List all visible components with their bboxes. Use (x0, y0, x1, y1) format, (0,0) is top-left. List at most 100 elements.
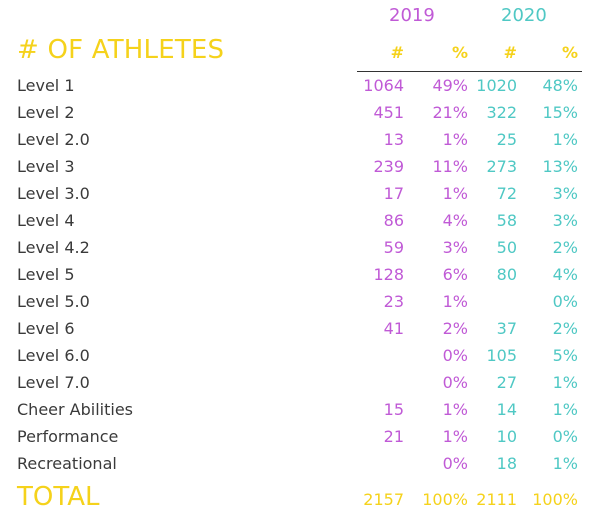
table-row: Level 6.0 0% 105 5% (0, 342, 595, 369)
percent-2020: 2% (552, 238, 578, 257)
row-label: Level 5.0 (17, 292, 90, 311)
row-label: Performance (17, 427, 119, 446)
table-row: Level 6 41 2% 37 2% (0, 315, 595, 342)
row-label: Level 1 (17, 76, 75, 95)
table-row: Level 4.2 59 3% 50 2% (0, 234, 595, 261)
count-2019: 23 (383, 292, 404, 311)
percent-2019: 1% (442, 130, 468, 149)
count-2019: 1064 (363, 76, 404, 95)
count-2019: 13 (383, 130, 404, 149)
count-2019: 15 (383, 400, 404, 419)
count-2019: 128 (373, 265, 404, 284)
total-label: TOTAL (17, 482, 100, 512)
percent-2020: 3% (552, 211, 578, 230)
percent-2020: 1% (552, 130, 578, 149)
table-row: Level 5.0 23 1% 0% (0, 288, 595, 315)
table-row: Cheer Abilities 15 1% 14 1% (0, 396, 595, 423)
total-percent-2019: 100% (422, 490, 468, 509)
percent-2019: 1% (442, 400, 468, 419)
row-label: Level 7.0 (17, 373, 90, 392)
row-label: Level 3 (17, 157, 75, 176)
col-header-count-2020: # (503, 43, 517, 62)
table-row: Level 1 1064 49% 1020 48% (0, 72, 595, 99)
row-label: Level 6 (17, 319, 75, 338)
total-percent-2020: 100% (532, 490, 578, 509)
table-row: Level 3.0 17 1% 72 3% (0, 180, 595, 207)
row-label: Level 5 (17, 265, 75, 284)
percent-2020: 1% (552, 373, 578, 392)
table-row: Level 3 239 11% 273 13% (0, 153, 595, 180)
percent-2019: 2% (442, 319, 468, 338)
count-2019: 59 (383, 238, 404, 257)
row-label: Cheer Abilities (17, 400, 133, 419)
percent-2019: 1% (442, 184, 468, 203)
count-2019: 17 (383, 184, 404, 203)
count-2020: 58 (496, 211, 517, 230)
count-2020: 27 (496, 373, 517, 392)
table-row: Level 4 86 4% 58 3% (0, 207, 595, 234)
col-header-percent-2020: % (561, 43, 578, 62)
count-2019: 86 (383, 211, 404, 230)
count-2020: 322 (486, 103, 517, 122)
count-2020: 273 (486, 157, 517, 176)
count-2019: 239 (373, 157, 404, 176)
percent-2019: 49% (432, 76, 468, 95)
count-2020: 105 (486, 346, 517, 365)
total-row: 2157 100% 2111 100% (0, 486, 595, 513)
count-2020: 25 (496, 130, 517, 149)
count-2020: 72 (496, 184, 517, 203)
total-count-2019: 2157 (363, 490, 404, 509)
count-2020: 10 (496, 427, 517, 446)
percent-2020: 5% (552, 346, 578, 365)
count-2019: 21 (383, 427, 404, 446)
percent-2020: 1% (552, 454, 578, 473)
row-label: Level 4 (17, 211, 75, 230)
total-count-2020: 2111 (476, 490, 517, 509)
table-row: Level 2.0 13 1% 25 1% (0, 126, 595, 153)
count-2020: 80 (496, 265, 517, 284)
col-header-percent-2019: % (451, 43, 468, 62)
row-label: Level 2.0 (17, 130, 90, 149)
year-header-2020: 2020 (501, 5, 547, 26)
row-label: Level 2 (17, 103, 75, 122)
count-2020: 14 (496, 400, 517, 419)
percent-2019: 0% (442, 454, 468, 473)
year-header-2019: 2019 (389, 5, 435, 26)
row-label: Recreational (17, 454, 117, 473)
percent-2020: 15% (542, 103, 578, 122)
percent-2020: 1% (552, 400, 578, 419)
percent-2020: 48% (542, 76, 578, 95)
table-row: Recreational 0% 18 1% (0, 450, 595, 477)
percent-2020: 4% (552, 265, 578, 284)
percent-2019: 11% (432, 157, 468, 176)
count-2020: 50 (496, 238, 517, 257)
percent-2020: 2% (552, 319, 578, 338)
table-row: Level 2 451 21% 322 15% (0, 99, 595, 126)
row-label: Level 3.0 (17, 184, 90, 203)
percent-2020: 13% (542, 157, 578, 176)
table-row: Performance 21 1% 10 0% (0, 423, 595, 450)
count-2019: 451 (373, 103, 404, 122)
percent-2019: 0% (442, 346, 468, 365)
percent-2019: 3% (442, 238, 468, 257)
percent-2019: 6% (442, 265, 468, 284)
percent-2019: 4% (442, 211, 468, 230)
percent-2019: 0% (442, 373, 468, 392)
count-2020: 1020 (476, 76, 517, 95)
percent-2020: 0% (552, 292, 578, 311)
count-2019: 41 (383, 319, 404, 338)
percent-2020: 0% (552, 427, 578, 446)
percent-2020: 3% (552, 184, 578, 203)
percent-2019: 1% (442, 427, 468, 446)
percent-2019: 1% (442, 292, 468, 311)
header-rule (357, 71, 582, 72)
table-row: Level 7.0 0% 27 1% (0, 369, 595, 396)
col-header-count-2019: # (390, 43, 404, 62)
row-label: Level 6.0 (17, 346, 90, 365)
percent-2019: 21% (432, 103, 468, 122)
count-2020: 37 (496, 319, 517, 338)
row-label: Level 4.2 (17, 238, 90, 257)
table-row: Level 5 128 6% 80 4% (0, 261, 595, 288)
page-title: # OF ATHLETES (17, 35, 225, 65)
count-2020: 18 (496, 454, 517, 473)
